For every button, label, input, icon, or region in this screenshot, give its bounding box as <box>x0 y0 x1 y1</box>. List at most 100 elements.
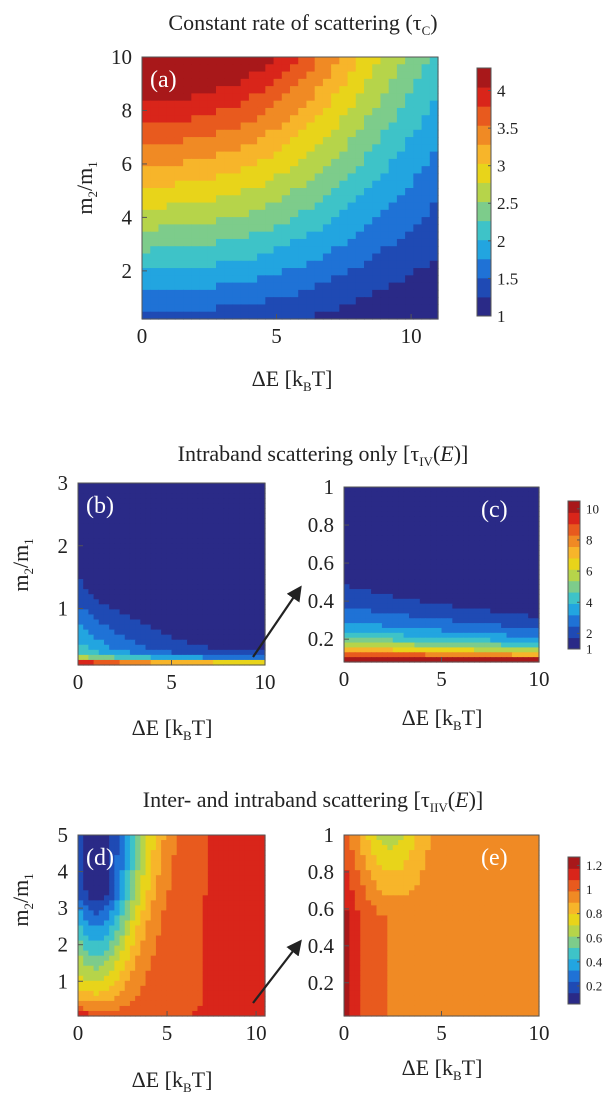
heat-cell <box>463 652 470 658</box>
heat-cell <box>414 623 421 629</box>
heat-cell <box>187 604 193 610</box>
heat-cell <box>199 151 209 160</box>
heat-cell <box>171 503 178 509</box>
heat-cell <box>306 188 316 196</box>
heat-cell <box>124 915 131 922</box>
heat-cell <box>166 599 173 605</box>
heat-cell <box>98 950 105 957</box>
heat-cell <box>430 545 437 551</box>
heat-cell <box>413 224 423 233</box>
heat-cell <box>405 86 414 94</box>
heat-cell <box>403 506 410 512</box>
heat-cell <box>233 860 240 866</box>
heat-cell <box>223 543 230 550</box>
heat-cell <box>78 960 84 967</box>
heat-cell <box>344 535 351 542</box>
heat-cell <box>124 644 131 651</box>
heat-cell <box>197 498 204 504</box>
heat-cell <box>98 483 105 489</box>
heat-cell <box>98 523 105 530</box>
heat-cell <box>233 599 240 605</box>
heat-cell <box>114 845 121 851</box>
heat-cell <box>129 910 136 917</box>
heat-cell <box>495 613 502 619</box>
heat-cell <box>392 511 399 517</box>
heat-cell <box>484 487 491 493</box>
heat-cell <box>83 840 89 846</box>
heat-cell <box>479 564 486 571</box>
heat-cell <box>216 86 225 94</box>
heat-cell <box>218 493 225 499</box>
heat-cell <box>479 627 486 634</box>
heat-cell <box>239 845 245 851</box>
heat-cell <box>93 483 100 489</box>
heat-cell <box>216 253 225 262</box>
heat-cell <box>360 632 367 639</box>
heat-cell <box>388 180 398 189</box>
heat-cell <box>166 224 176 233</box>
heat-cell <box>187 900 193 906</box>
heat-cell <box>479 545 486 551</box>
heat-cell <box>103 553 110 560</box>
heat-cell <box>192 619 199 626</box>
heat-cell <box>506 613 513 619</box>
panel-c-heatmap: 0 5 100.20.40.60.81(c) <box>308 475 550 691</box>
heat-cell <box>403 574 410 580</box>
heat-cell <box>140 644 147 651</box>
heat-cell <box>93 563 100 570</box>
heat-cell <box>314 289 324 298</box>
heat-cell <box>419 496 426 503</box>
heat-cell <box>421 86 431 94</box>
heat-cell <box>298 71 308 80</box>
heat-cell <box>281 238 291 247</box>
heat-cell <box>223 960 230 967</box>
heat-cell <box>339 217 349 225</box>
heat-cell <box>124 855 131 861</box>
heat-cell <box>88 930 95 937</box>
heat-cell <box>155 915 162 922</box>
heat-cell <box>135 589 141 595</box>
heat-cell <box>457 618 464 624</box>
heat-cell <box>528 530 535 537</box>
heat-cell <box>161 594 167 600</box>
heat-cell <box>396 231 406 240</box>
heat-cell <box>129 558 136 565</box>
heat-cell <box>392 559 399 566</box>
heat-cell <box>103 915 110 922</box>
heat-cell <box>103 594 110 600</box>
heat-cell <box>150 86 160 94</box>
heat-cell <box>436 632 443 639</box>
heat-cell <box>322 57 332 65</box>
heat-cell <box>93 860 100 866</box>
heat-cell <box>207 644 214 651</box>
heat-cell <box>347 246 357 255</box>
heat-cell <box>228 523 235 530</box>
heat-cell <box>381 564 388 571</box>
heat-cell <box>452 530 459 537</box>
heat-cell <box>161 568 167 575</box>
heat-cell <box>405 129 414 138</box>
heat-cell <box>501 555 508 561</box>
heat-cell <box>166 253 176 262</box>
heat-cell <box>166 895 173 901</box>
heat-cell <box>517 598 524 605</box>
heat-cell <box>119 614 126 621</box>
heat-cell <box>109 900 115 906</box>
heat-cell <box>388 188 398 196</box>
heat-cell <box>98 533 105 540</box>
heat-cell <box>398 511 405 517</box>
heat-cell <box>452 569 459 576</box>
heat-cell <box>213 855 219 861</box>
heat-cell <box>314 180 324 189</box>
heat-cell <box>216 115 225 124</box>
heat-cell <box>166 845 173 851</box>
heat-cell <box>119 574 126 580</box>
heat-cell <box>392 632 399 639</box>
heat-cell <box>191 158 201 167</box>
heat-cell <box>191 107 201 116</box>
heat-cell <box>240 158 250 167</box>
heat-cell <box>528 652 535 658</box>
heat-cell <box>425 555 432 561</box>
heat-cell <box>93 639 100 646</box>
heat-cell <box>364 137 373 145</box>
